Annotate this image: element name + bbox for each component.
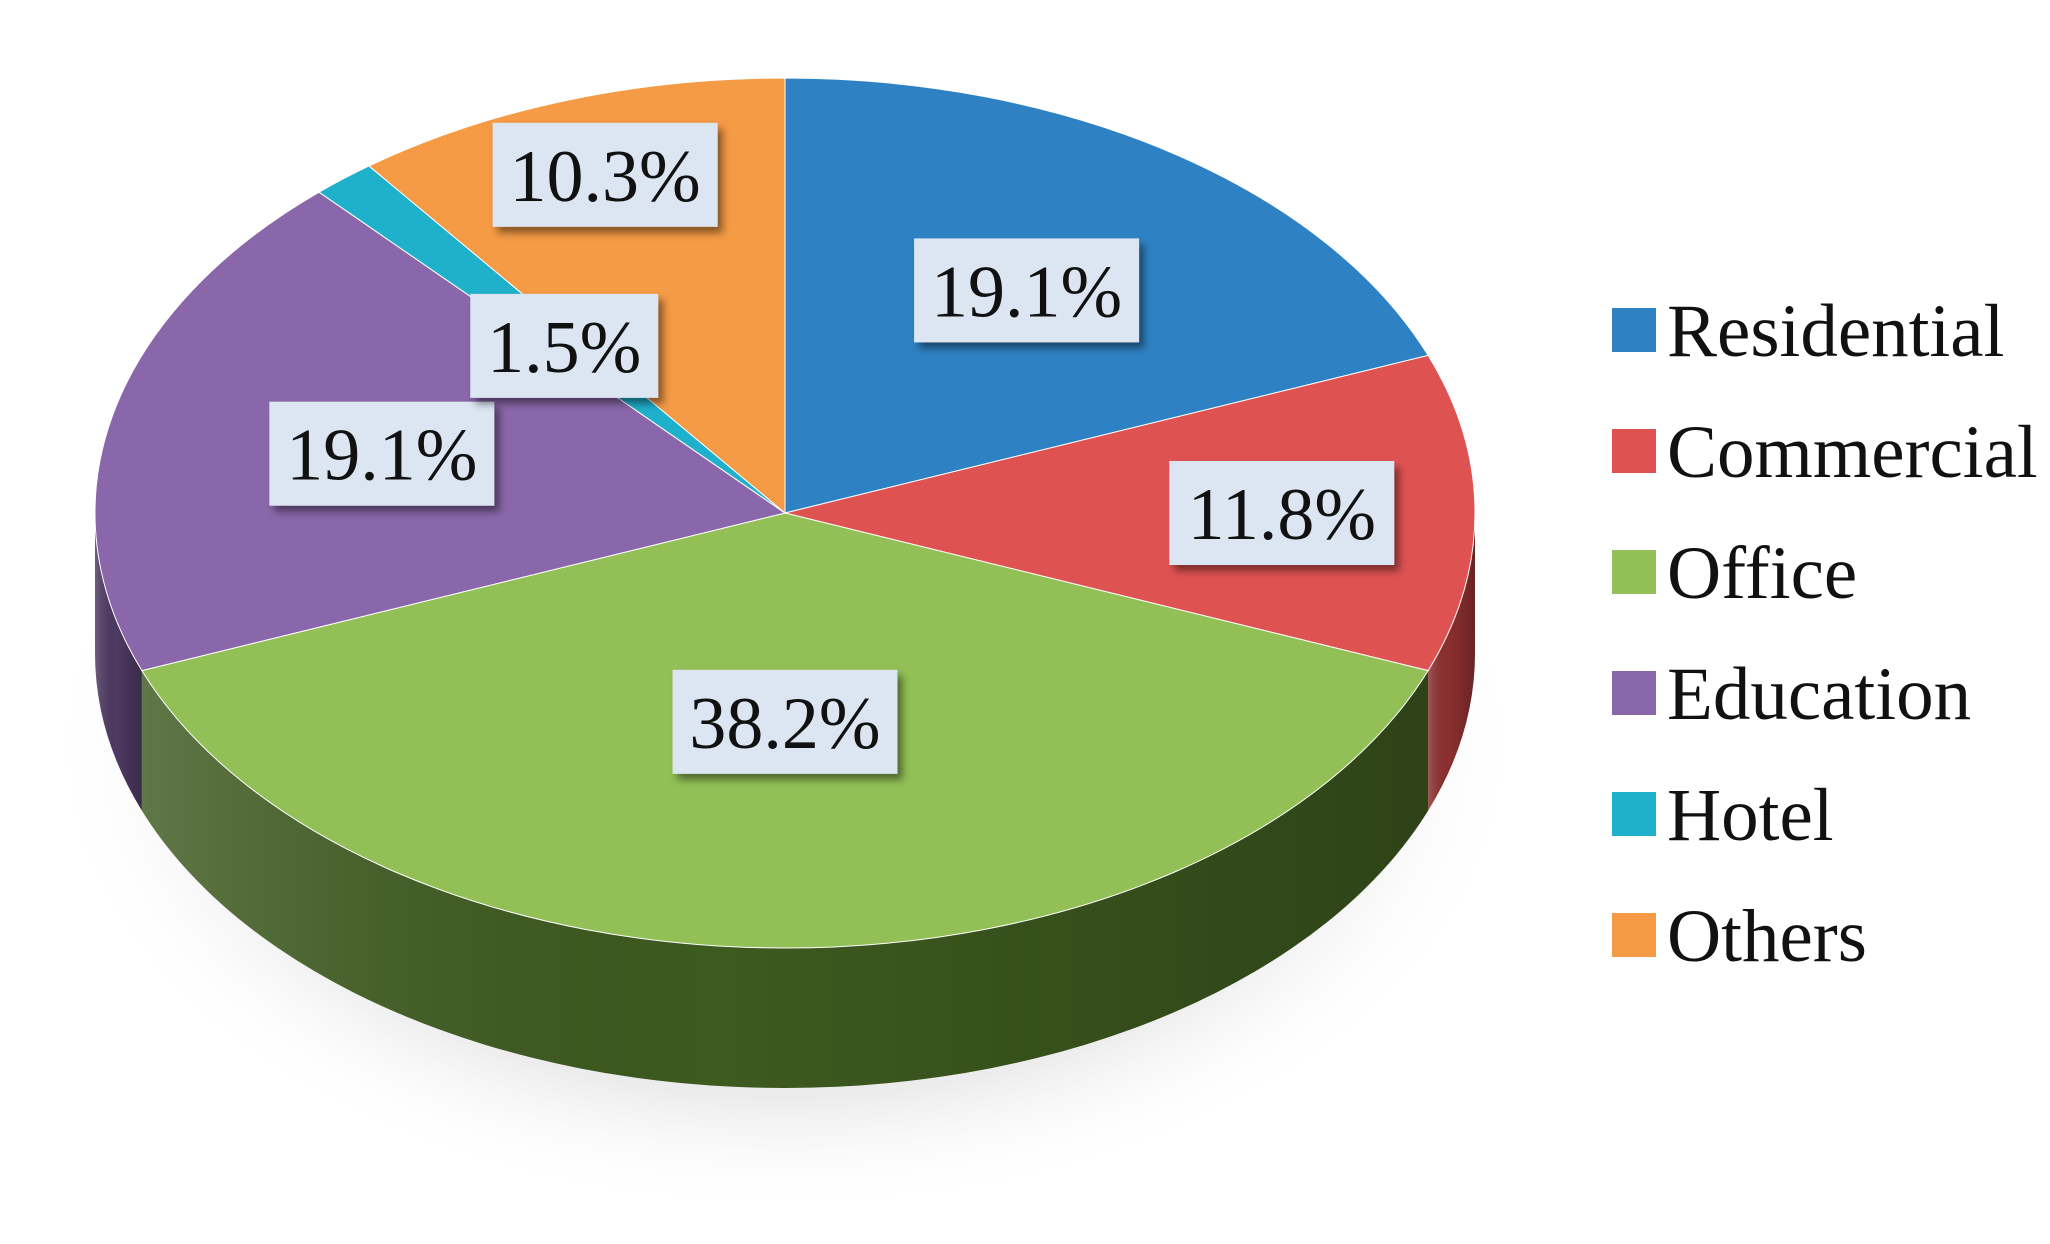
data-label-text: 1.5% — [487, 307, 641, 389]
pie-side-shade-education — [95, 513, 142, 811]
legend-swatch — [1612, 913, 1656, 957]
legend-item-hotel: Hotel — [1612, 774, 1834, 857]
data-label-text: 19.1% — [286, 415, 477, 497]
data-label-others: 10.3% — [492, 122, 718, 227]
data-label-text: 10.3% — [510, 136, 701, 218]
pie-side-shade-commercial — [1428, 513, 1475, 811]
legend-item-residential: Residential — [1612, 290, 2004, 373]
data-label-education: 19.1% — [269, 401, 495, 506]
legend-label: Residential — [1667, 290, 2004, 373]
data-label-box — [492, 122, 718, 227]
legend-item-office: Office — [1612, 532, 1857, 615]
legend-label: Commercial — [1667, 411, 2038, 494]
data-label-box — [672, 669, 898, 774]
data-label-text: 11.8% — [1188, 474, 1376, 556]
pie-slice-commercial — [784, 354, 1476, 672]
data-label-box — [269, 401, 495, 506]
data-label-text: 19.1% — [931, 251, 1122, 333]
pie-side-shade-office — [141, 670, 1429, 1088]
legend-swatch — [1612, 308, 1656, 352]
legend-swatch — [1612, 429, 1656, 473]
data-labels: 19.1%11.8%38.2%19.1%1.5%10.3% — [269, 122, 1395, 774]
legend-swatch — [1612, 671, 1656, 715]
legend-item-education: Education — [1612, 653, 1971, 736]
legend-swatch — [1612, 550, 1656, 594]
data-label-box — [914, 238, 1140, 343]
legend-label: Office — [1667, 532, 1857, 615]
legend: Residential Commercial Office Education Hote… — [1612, 290, 2038, 978]
data-label-box — [470, 293, 659, 398]
legend-swatch — [1612, 792, 1656, 836]
pie-sides — [95, 513, 1475, 1088]
data-label-office: 38.2% — [672, 669, 898, 774]
legend-item-others: Others — [1612, 895, 1867, 978]
data-label-hotel: 1.5% — [470, 293, 659, 398]
legend-label: Hotel — [1667, 774, 1834, 857]
data-label-commercial: 11.8% — [1169, 461, 1395, 565]
data-label-text: 38.2% — [689, 683, 880, 765]
legend-label: Others — [1667, 895, 1867, 978]
data-label-box — [1169, 461, 1395, 565]
data-label-residential: 19.1% — [914, 238, 1140, 343]
legend-item-commercial: Commercial — [1612, 411, 2038, 494]
legend-label: Education — [1667, 653, 1971, 736]
